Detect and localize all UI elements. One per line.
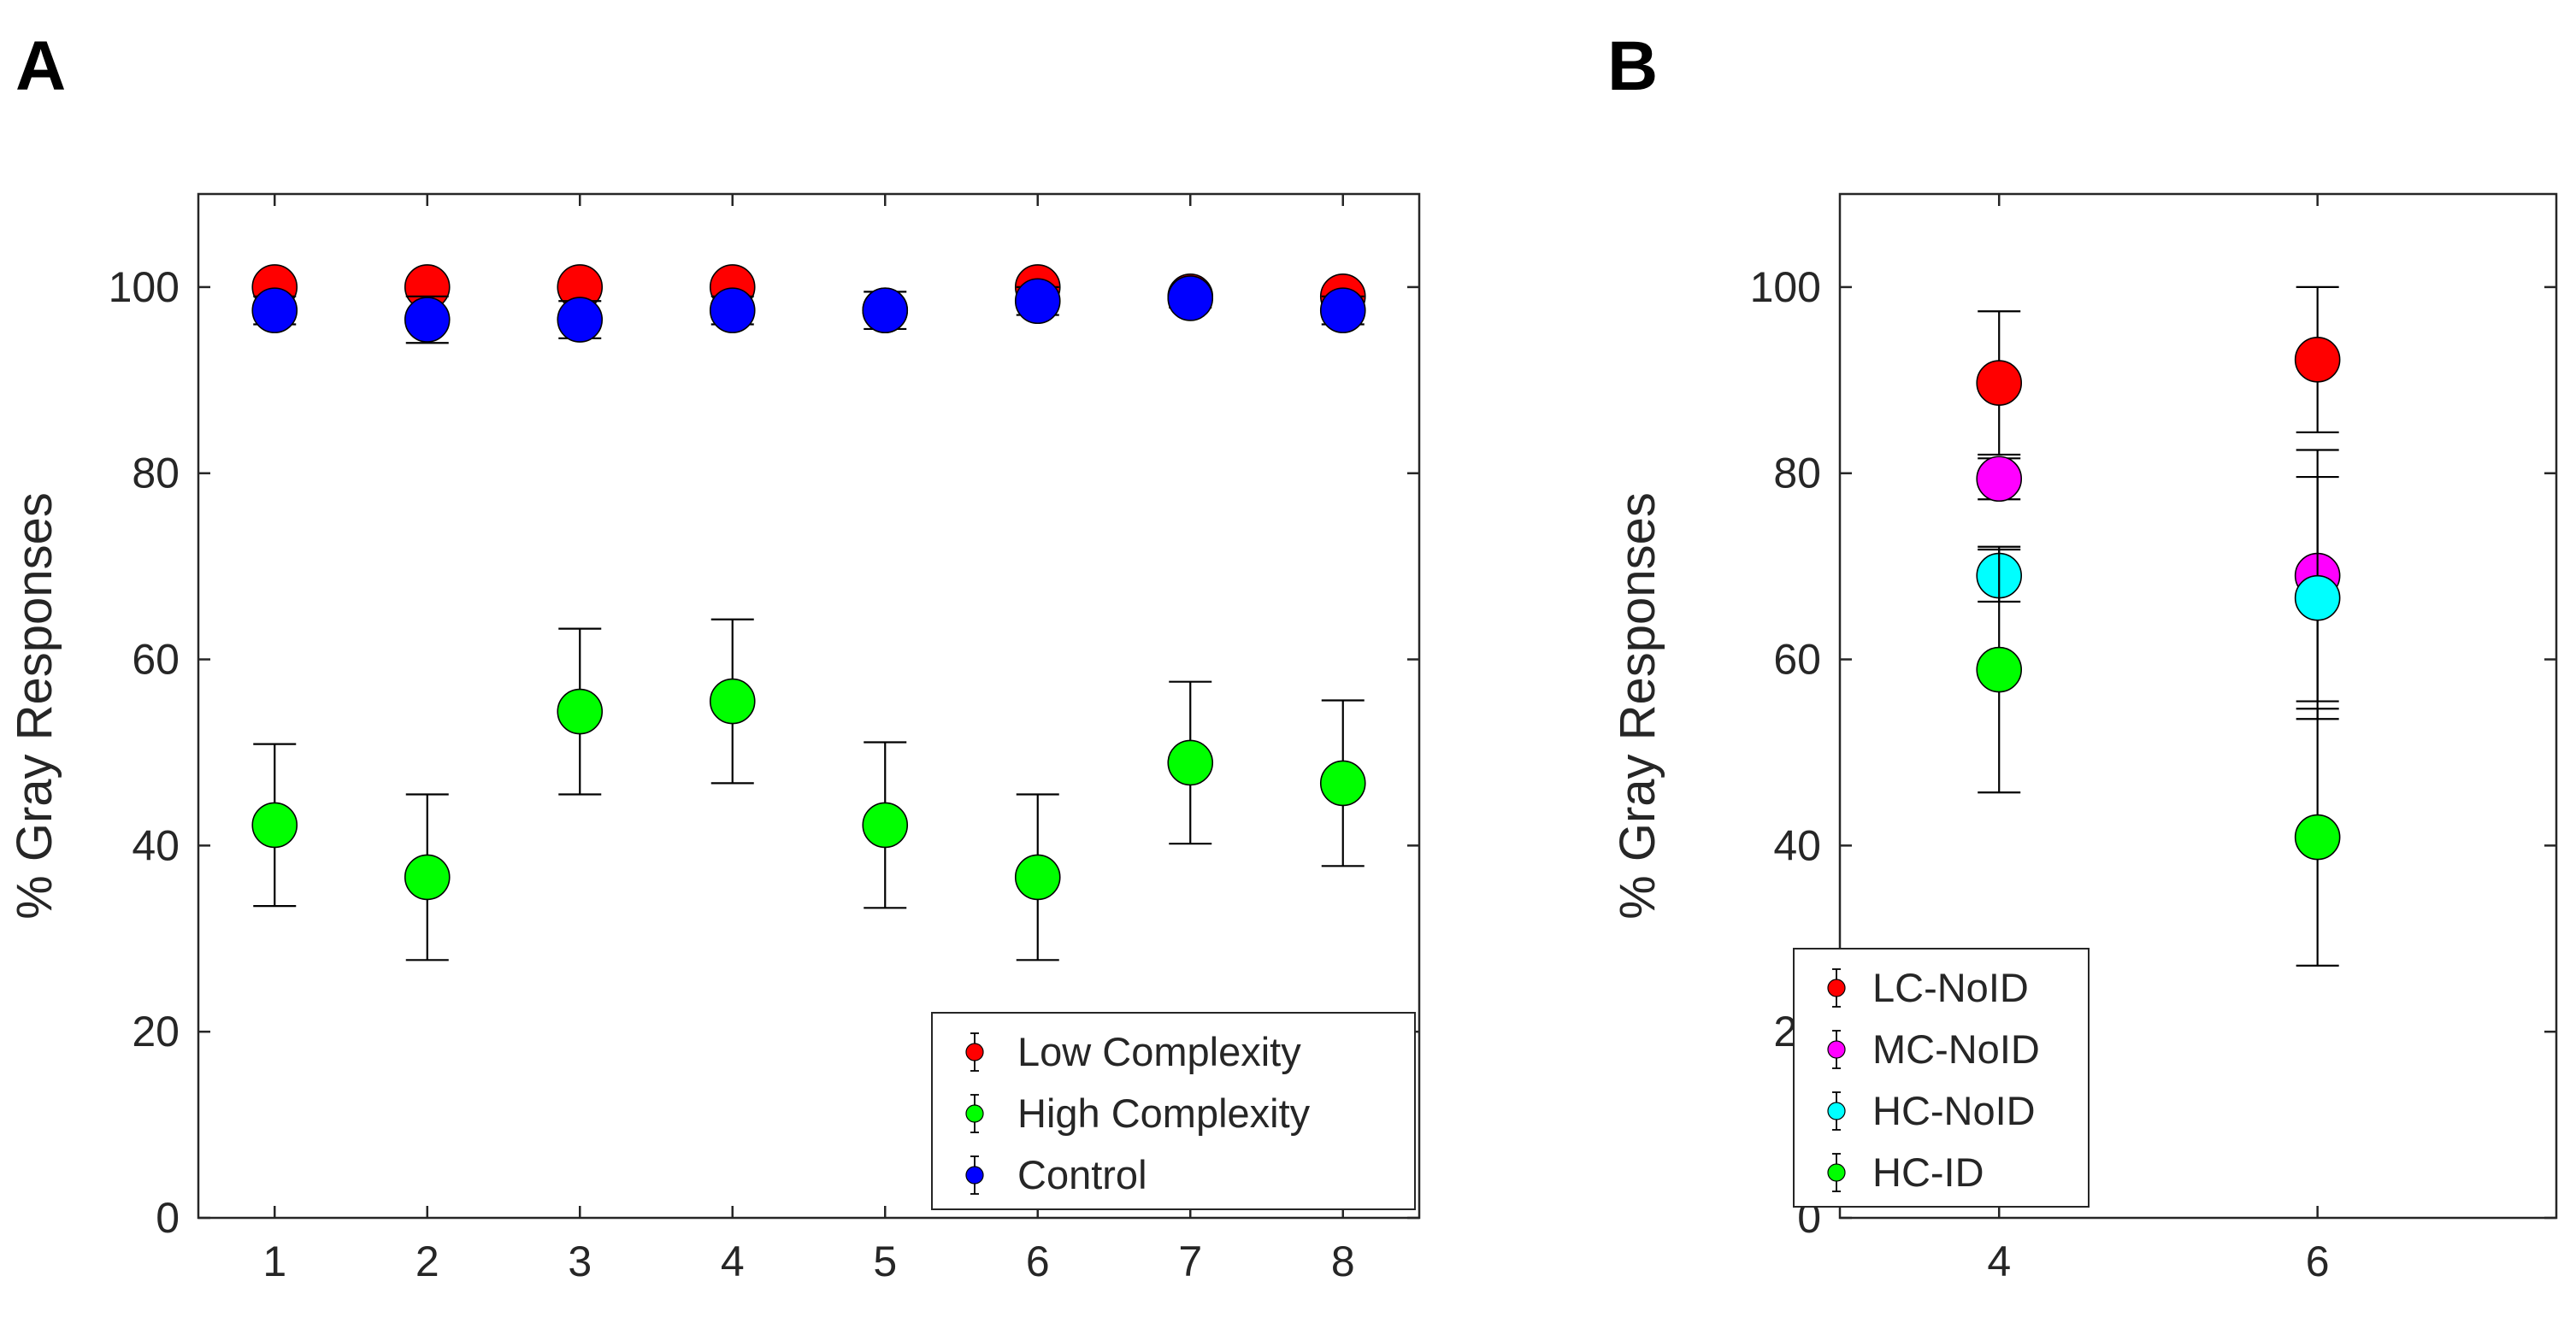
series-hc-id (1976, 545, 2341, 967)
legend: Low Complexity High Complexity Control (931, 1012, 1416, 1210)
y-tick-label: 20 (132, 1008, 180, 1055)
data-point (2294, 574, 2341, 621)
x-tick-label: 6 (1026, 1238, 1050, 1285)
y-tick-label: 40 (132, 821, 180, 869)
panel-a: A 0 20 40 60 80 100 1 2 3 4 5 6 7 8 % Gray Responses Low… (7, 27, 1421, 1285)
y-tick-label: 100 (1750, 263, 1821, 311)
y-tick-label: 40 (1773, 821, 1821, 869)
data-point (2294, 814, 2341, 861)
data-point (557, 688, 604, 735)
series-control (251, 275, 1366, 344)
axes-box (197, 192, 1421, 1220)
y-tick-label: 100 (109, 263, 180, 311)
y-tick-label: 60 (1773, 636, 1821, 684)
legend-marker (1827, 1102, 1846, 1120)
x-tick-label: 8 (1331, 1238, 1355, 1285)
data-point (1167, 739, 1214, 786)
legend-label: HC-ID (1872, 1149, 1984, 1195)
data-point (251, 802, 298, 849)
legend-marker (965, 1104, 984, 1123)
series-hc-noid (1976, 475, 2341, 720)
x-tick-label: 3 (568, 1238, 592, 1285)
data-point (2294, 337, 2341, 383)
panel-label: B (1607, 27, 1658, 105)
x-tick-label: 6 (2306, 1238, 2330, 1285)
x-tick-label: 1 (262, 1238, 286, 1285)
legend-marker (1827, 1040, 1846, 1059)
x-tick-label: 5 (873, 1238, 897, 1285)
series-mc-noid (1976, 449, 2341, 703)
data-point (862, 802, 909, 849)
y-tick-label: 60 (132, 636, 180, 684)
legend-box (931, 1012, 1416, 1210)
legend-label: High Complexity (1017, 1091, 1311, 1136)
axes-box (1838, 192, 2558, 1220)
y-axis-label: % Gray Responses (7, 492, 62, 920)
y-axis-label: % Gray Responses (1610, 492, 1665, 920)
series-lc-noid (1976, 285, 2341, 456)
series-high-complexity (251, 618, 1366, 961)
y-tick-label: 0 (156, 1194, 180, 1242)
legend-marker (965, 1043, 984, 1061)
legend-marker (1827, 1163, 1846, 1182)
data-point (251, 287, 298, 333)
panel-b: B02040608010046% Gray ResponsesLC-NoIDMC… (1607, 27, 2558, 1285)
data-point (1014, 854, 1061, 901)
legend-label: HC-NoID (1872, 1088, 2036, 1133)
legend-marker (965, 1166, 984, 1185)
data-point (862, 287, 909, 333)
data-point (1167, 275, 1214, 321)
data-point (1976, 646, 2023, 693)
legend-label: MC-NoID (1872, 1026, 2040, 1072)
data-point (1319, 287, 1366, 333)
x-tick-label: 4 (721, 1238, 745, 1285)
data-point (1976, 456, 2023, 503)
legend-marker (1827, 979, 1846, 997)
data-point (404, 297, 451, 343)
data-point (404, 854, 451, 901)
y-tick-label: 80 (1773, 450, 1821, 497)
data-point (557, 297, 604, 343)
legend-label: Control (1017, 1152, 1147, 1197)
data-point (709, 287, 756, 333)
legend-label: Low Complexity (1017, 1029, 1301, 1074)
data-point (709, 678, 756, 725)
legend: LC-NoID MC-NoID HC-NoID HC-ID (1793, 948, 2090, 1208)
y-tick-label: 80 (132, 450, 180, 497)
panel-label: A (15, 27, 66, 105)
legend-label: LC-NoID (1872, 965, 2029, 1010)
data-point (1319, 760, 1366, 807)
x-tick-label: 2 (416, 1238, 439, 1285)
x-tick-label: 4 (1987, 1238, 2011, 1285)
x-tick-label: 7 (1178, 1238, 1202, 1285)
data-point (1976, 360, 2023, 406)
data-point (1014, 278, 1061, 325)
